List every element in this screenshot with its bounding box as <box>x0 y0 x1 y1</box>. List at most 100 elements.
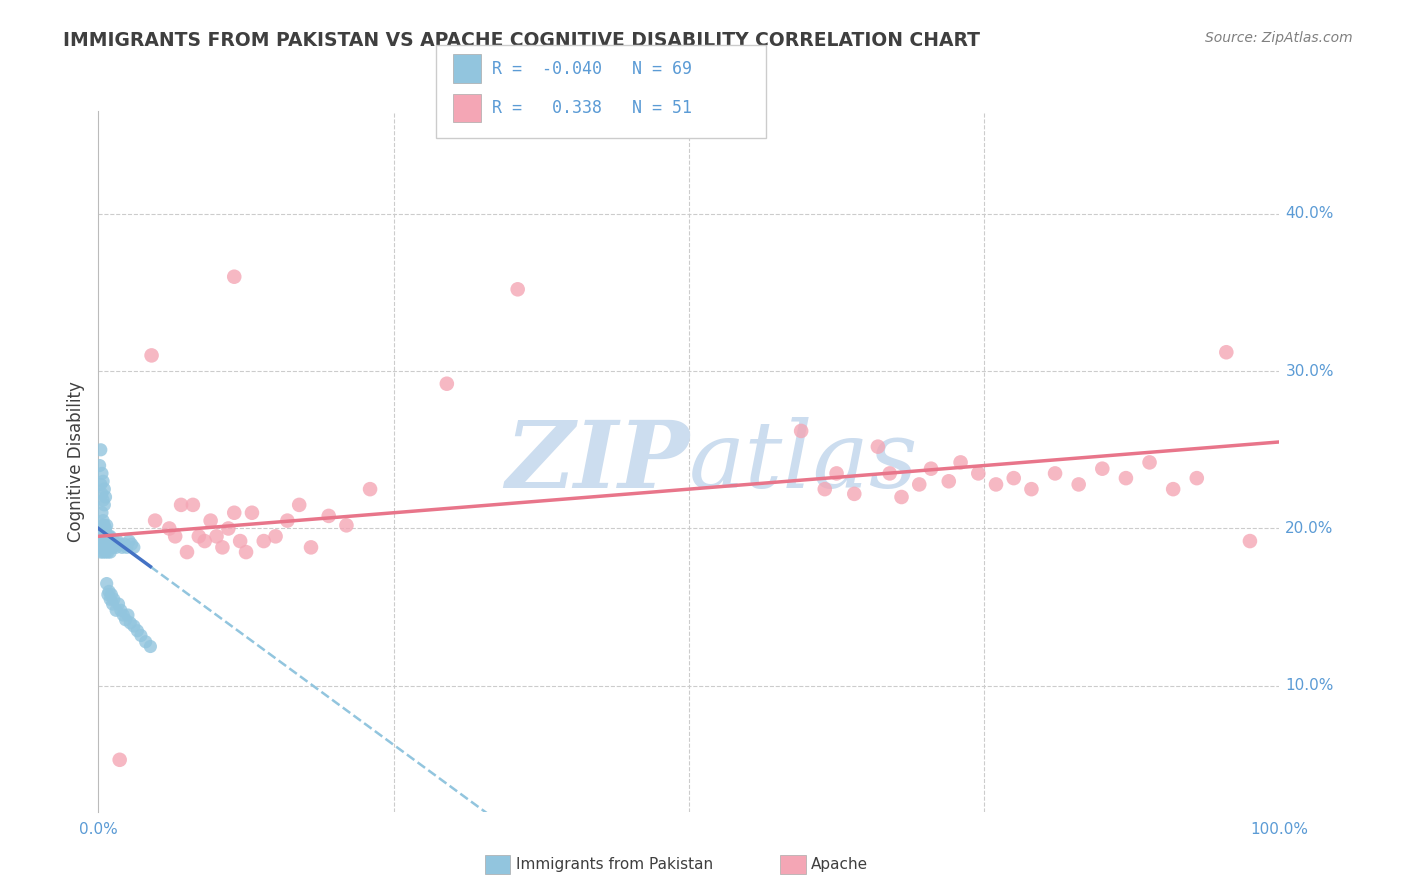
Point <box>105 541 128 555</box>
Point <box>217 521 239 535</box>
Point <box>135 634 157 648</box>
Point <box>101 597 124 611</box>
Point <box>235 545 257 559</box>
Point <box>1139 455 1161 469</box>
Point <box>187 529 209 543</box>
Point <box>105 603 128 617</box>
Point <box>127 624 149 638</box>
Point <box>91 487 114 501</box>
Point <box>91 475 114 489</box>
Point <box>91 514 114 528</box>
Point <box>1239 534 1261 549</box>
Point <box>1161 482 1184 496</box>
Point <box>1185 471 1208 485</box>
Point <box>276 514 298 528</box>
Point <box>165 529 187 543</box>
Point <box>98 545 121 559</box>
Point <box>105 534 128 549</box>
Point <box>115 541 138 555</box>
Point <box>90 442 112 457</box>
Point <box>104 537 127 551</box>
Point <box>91 545 114 559</box>
Point <box>224 269 246 284</box>
Point <box>1043 467 1066 481</box>
Point <box>112 537 135 551</box>
Point <box>107 597 129 611</box>
Text: Immigrants from Pakistan: Immigrants from Pakistan <box>516 857 713 871</box>
Point <box>90 521 112 535</box>
Point <box>93 482 115 496</box>
Point <box>790 424 813 438</box>
Point <box>103 592 125 607</box>
Point <box>211 541 233 555</box>
Text: Apache: Apache <box>811 857 869 871</box>
Point <box>949 455 972 469</box>
Point <box>844 487 866 501</box>
Point <box>97 529 120 543</box>
Point <box>117 607 139 622</box>
Point <box>825 467 848 481</box>
Text: 20.0%: 20.0% <box>1285 521 1334 536</box>
Point <box>205 529 228 543</box>
Y-axis label: Cognitive Disability: Cognitive Disability <box>66 381 84 542</box>
Point <box>194 534 217 549</box>
Point <box>967 467 990 481</box>
Text: IMMIGRANTS FROM PAKISTAN VS APACHE COGNITIVE DISABILITY CORRELATION CHART: IMMIGRANTS FROM PAKISTAN VS APACHE COGNI… <box>63 31 980 50</box>
Point <box>98 584 121 599</box>
Point <box>814 482 837 496</box>
Point <box>100 588 122 602</box>
Point <box>90 529 112 543</box>
Point <box>866 440 889 454</box>
Text: R =   0.338   N = 51: R = 0.338 N = 51 <box>492 99 692 117</box>
Point <box>229 534 252 549</box>
Point <box>91 493 114 508</box>
Point <box>96 518 118 533</box>
Point <box>1021 482 1043 496</box>
Point <box>108 753 131 767</box>
Point <box>98 529 121 543</box>
Point <box>96 576 118 591</box>
Point <box>1002 471 1025 485</box>
Text: atlas: atlas <box>689 417 918 507</box>
Point <box>506 282 529 296</box>
Point <box>93 529 115 543</box>
Point <box>908 477 931 491</box>
Point <box>108 537 131 551</box>
Point <box>97 588 120 602</box>
Point <box>288 498 311 512</box>
Point <box>90 545 112 559</box>
Point <box>890 490 912 504</box>
Point <box>157 521 180 535</box>
Point <box>94 545 117 559</box>
Point <box>176 545 198 559</box>
Point <box>879 467 901 481</box>
Text: R =  -0.040   N = 69: R = -0.040 N = 69 <box>492 60 692 78</box>
Point <box>938 475 960 489</box>
Point <box>118 534 141 549</box>
Point <box>170 498 193 512</box>
Point <box>89 537 111 551</box>
Point <box>181 498 204 512</box>
Point <box>110 603 132 617</box>
Point <box>436 376 458 391</box>
Text: Source: ZipAtlas.com: Source: ZipAtlas.com <box>1205 31 1353 45</box>
Point <box>93 498 115 512</box>
Point <box>984 477 1007 491</box>
Point <box>94 521 117 535</box>
Point <box>93 518 115 533</box>
Text: ZIP: ZIP <box>505 417 689 507</box>
Text: 30.0%: 30.0% <box>1285 364 1334 378</box>
Point <box>139 640 162 654</box>
Point <box>91 529 114 543</box>
Point <box>1215 345 1237 359</box>
Point <box>111 541 134 555</box>
Point <box>335 518 357 533</box>
Text: 0.0%: 0.0% <box>79 822 118 838</box>
Point <box>96 541 118 555</box>
Point <box>143 514 166 528</box>
Point <box>129 628 152 642</box>
Point <box>141 348 163 362</box>
Point <box>91 506 114 520</box>
Point <box>89 458 111 473</box>
Point <box>1091 461 1114 475</box>
